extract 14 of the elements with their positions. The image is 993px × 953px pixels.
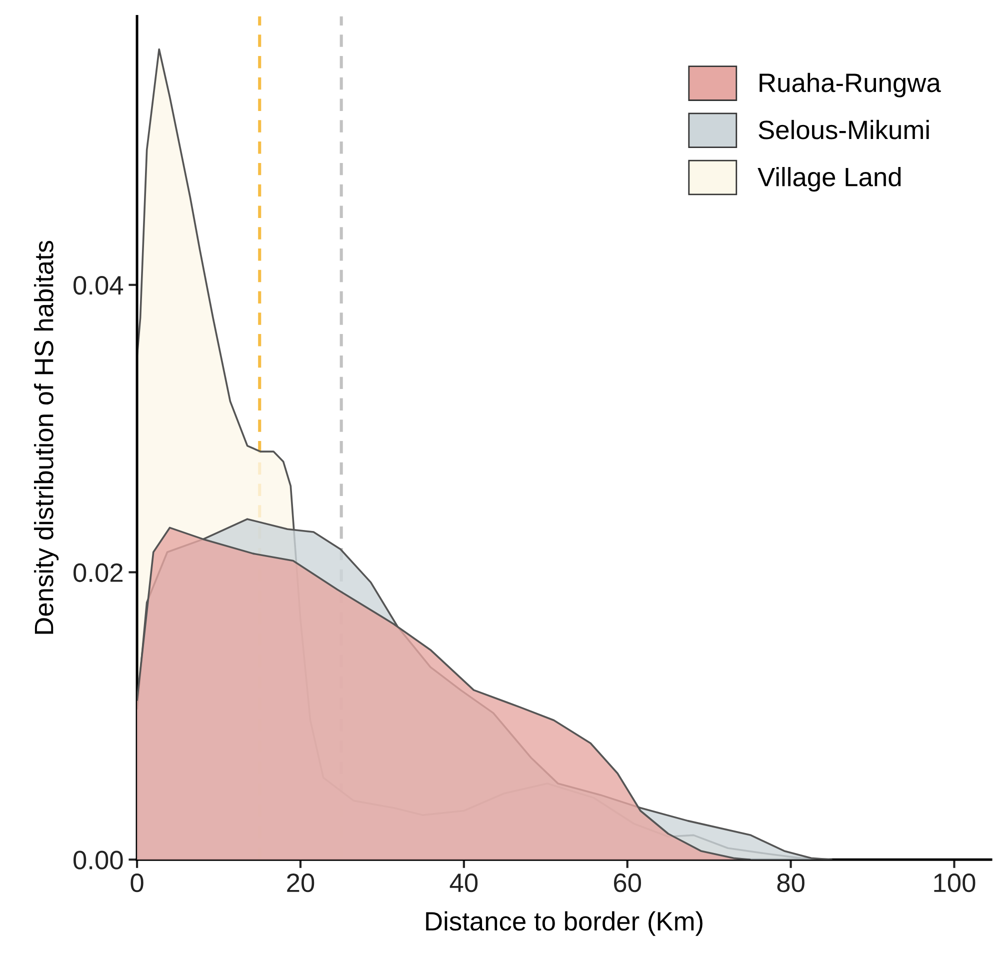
x-tick-label: 40 xyxy=(450,873,478,892)
y-axis-title: Density distribution of HS habitats xyxy=(34,240,59,634)
x-tick-label: 0 xyxy=(130,873,144,892)
y-tick-label: 0.00 xyxy=(74,850,123,870)
x-tick-label: 100 xyxy=(934,873,976,892)
x-tick-label: 20 xyxy=(287,873,314,892)
legend-label: Village Land xyxy=(758,167,901,192)
legend-label: Ruaha-Rungwa xyxy=(760,72,941,98)
y-tick-label: 0.02 xyxy=(74,563,123,582)
y-tick-label: 0.04 xyxy=(74,276,124,295)
x-tick-label: 60 xyxy=(614,873,642,892)
x-axis-title: Distance to border (Km) xyxy=(426,911,702,936)
x-tick-label: 80 xyxy=(777,873,804,892)
legend-label: Selous-Mikumi xyxy=(758,120,929,140)
